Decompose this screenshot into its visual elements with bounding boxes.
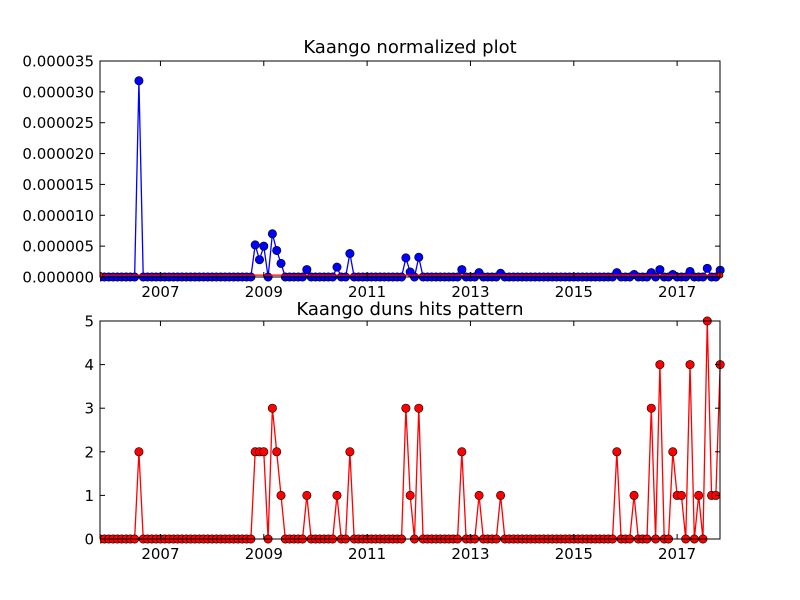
data-point xyxy=(655,265,665,275)
data-point xyxy=(332,262,342,272)
normalized-plot: Kaango normalized plot 0.000000 0.000005 0… xyxy=(22,37,725,301)
x-tick-label: 2011 xyxy=(348,545,386,563)
data-point xyxy=(646,403,656,413)
y-tick-label: 2 xyxy=(84,443,94,461)
data-point xyxy=(655,360,665,370)
data-point xyxy=(629,490,639,500)
data-point xyxy=(457,447,467,457)
y-tick-label: 0.000035 xyxy=(22,53,94,71)
y-tick-label: 4 xyxy=(84,356,94,374)
data-point xyxy=(474,490,484,500)
y-tick-label: 0.000010 xyxy=(22,207,94,225)
y-tick-label: 0.000000 xyxy=(22,269,94,287)
data-point xyxy=(405,490,415,500)
data-point xyxy=(254,255,264,265)
data-point xyxy=(302,490,312,500)
data-point xyxy=(332,490,342,500)
x-tick-label: 2017 xyxy=(658,545,696,563)
data-point xyxy=(676,490,686,500)
data-point xyxy=(668,447,678,457)
x-tick-label: 2013 xyxy=(451,545,489,563)
data-point xyxy=(259,447,269,457)
axes-frame xyxy=(99,320,721,540)
data-point xyxy=(259,241,269,251)
chart-title: Kaango duns hits pattern xyxy=(296,299,523,320)
data-point xyxy=(685,360,695,370)
y-tick-label: 0.000015 xyxy=(22,176,94,194)
y-tick-label: 3 xyxy=(84,400,94,418)
data-point xyxy=(267,229,277,239)
x-tick-label: 2011 xyxy=(348,283,386,301)
x-tick-label: 2009 xyxy=(245,545,283,563)
data-point xyxy=(272,245,282,255)
data-point xyxy=(496,490,506,500)
x-tick-label: 2007 xyxy=(141,283,179,301)
data-point xyxy=(401,253,411,263)
data-point xyxy=(401,403,411,413)
x-tick-label: 2015 xyxy=(555,545,593,563)
x-tick-label: 2013 xyxy=(451,283,489,301)
data-point xyxy=(345,249,355,259)
x-tick-label: 2015 xyxy=(555,283,593,301)
chart-title: Kaango normalized plot xyxy=(303,37,516,58)
data-point xyxy=(276,258,286,268)
y-tick-label: 0 xyxy=(84,531,94,549)
data-point xyxy=(702,263,712,273)
y-tick-label: 5 xyxy=(84,313,94,331)
data-point xyxy=(250,240,260,250)
axes-frame xyxy=(99,60,721,278)
y-tick-label: 1 xyxy=(84,487,94,505)
data-point xyxy=(272,447,282,457)
x-tick-label: 2017 xyxy=(658,283,696,301)
data-point xyxy=(134,76,144,86)
data-point xyxy=(414,403,424,413)
x-tick-label: 2009 xyxy=(245,283,283,301)
y-tick-label: 0.000030 xyxy=(22,83,94,101)
data-point xyxy=(457,265,467,275)
y-tick-label: 0.000025 xyxy=(22,114,94,132)
data-point xyxy=(276,490,286,500)
x-tick-label: 2007 xyxy=(141,545,179,563)
data-point xyxy=(267,403,277,413)
data-point xyxy=(345,447,355,457)
data-point xyxy=(134,447,144,457)
data-point xyxy=(612,447,622,457)
y-tick-label: 0.000020 xyxy=(22,145,94,163)
data-point xyxy=(302,265,312,275)
duns-hits-plot: Kaango duns hits pattern 0 1 2 3 4 5 2007 2009 2… xyxy=(84,299,725,563)
y-tick-label: 0.000005 xyxy=(22,238,94,256)
data-point xyxy=(414,252,424,262)
data-point xyxy=(694,490,704,500)
